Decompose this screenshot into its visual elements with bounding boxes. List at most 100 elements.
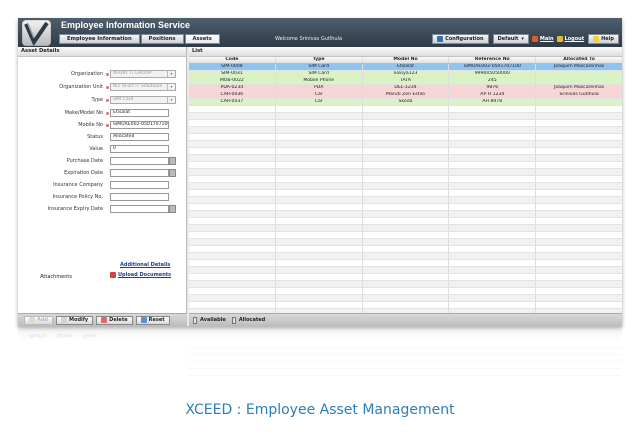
table-row[interactable]: SIM-0031 SIM Card nokiya123 999005050000 [189, 71, 622, 78]
home-icon [531, 36, 538, 42]
empty-cell [536, 232, 622, 238]
table-cell: Maruti Zen Estilo [363, 92, 450, 98]
chevron-down-icon: ▾ [167, 71, 175, 77]
empty-cell [189, 204, 276, 210]
empty-cell [449, 302, 537, 308]
field-input[interactable]: Allocated [110, 133, 169, 141]
reset-icon [140, 317, 147, 323]
table-cell: nokiya123 [363, 71, 450, 77]
empty-cell [276, 232, 363, 238]
configuration-button[interactable]: Configuration [432, 34, 489, 44]
field-label: Insurance Expiry Date [47, 206, 103, 212]
calendar-icon[interactable] [169, 169, 176, 177]
empty-cell [276, 120, 363, 126]
table-row[interactable]: CAR-0037 Car Skoda AH 8978 [189, 99, 622, 106]
add-button[interactable]: Add [24, 315, 54, 325]
field-input[interactable]: Etisalat [110, 109, 169, 117]
add-icon [29, 317, 35, 323]
calendar-icon[interactable] [169, 205, 176, 213]
additional-details-link[interactable]: Additional Details [120, 262, 171, 268]
field-input[interactable]: SIMUAE002-0501707100 [110, 121, 169, 129]
empty-cell [449, 218, 537, 224]
logout-label: Logout [564, 36, 585, 42]
empty-row [189, 113, 622, 120]
default-select[interactable]: Default ▾ [492, 34, 529, 44]
field-input[interactable] [110, 157, 169, 165]
empty-cell [449, 288, 537, 294]
page-caption: XCEED : Employee Asset Management [185, 402, 455, 418]
configuration-label: Configuration [445, 36, 484, 42]
empty-cell [276, 113, 363, 119]
column-header-allocated-to[interactable]: Allocated To [563, 57, 595, 62]
field-value: XFORT IT GROUP [113, 71, 152, 76]
field-label: Type [91, 97, 103, 103]
empty-cell [276, 148, 363, 154]
empty-cell [276, 246, 363, 252]
empty-cell [536, 134, 622, 140]
reflection-delete: Delete [56, 332, 74, 338]
empty-row [189, 288, 622, 295]
field-input[interactable] [110, 205, 169, 213]
help-button[interactable]: Help [588, 34, 619, 44]
empty-cell [276, 211, 363, 217]
empty-cell [363, 169, 450, 175]
empty-row [189, 267, 622, 274]
empty-cell [276, 176, 363, 182]
empty-cell [536, 260, 622, 266]
column-header-reference-no[interactable]: Reference No [449, 57, 537, 63]
main-link[interactable]: Main [531, 36, 554, 42]
field-input[interactable]: 0 [110, 145, 169, 153]
empty-cell [189, 155, 276, 161]
field-input[interactable] [110, 193, 169, 201]
form-row: Expiration Date [18, 169, 187, 178]
column-header-model-no[interactable]: Model No [363, 57, 450, 63]
column-header-code[interactable]: Code [189, 57, 276, 63]
empty-cell [536, 239, 622, 245]
field-value: Nic XFort IT Solutions [113, 84, 163, 89]
logout-link[interactable]: Logout [556, 36, 585, 42]
table-row[interactable]: PDA-0234 PDA DEL-1234 9876 Joaquim Mascarenh… [189, 85, 622, 92]
table-cell: Car [276, 99, 363, 105]
field-input[interactable] [110, 181, 169, 189]
table-cell: CAR-0036 [189, 92, 276, 98]
table-cell: TATA [363, 78, 450, 84]
table-cell: 9876 [449, 85, 537, 91]
required-marker [106, 99, 109, 102]
chevron-down-icon: ▾ [167, 97, 175, 103]
empty-cell [449, 309, 537, 313]
available-swatch [193, 316, 197, 324]
tab-assets[interactable]: Assets [184, 34, 220, 44]
help-label: Help [601, 36, 614, 42]
field-input[interactable] [110, 169, 169, 177]
empty-row [189, 106, 622, 113]
reset-button[interactable]: Reset [135, 315, 170, 325]
tab-employee-information[interactable]: Employee Information [59, 34, 140, 44]
field-select[interactable]: XFORT IT GROUP ▾ [110, 70, 176, 78]
empty-cell [276, 225, 363, 231]
field-select[interactable]: SIM Card ▾ [110, 96, 176, 104]
empty-cell [276, 281, 363, 287]
table-cell: Joaquim Mascarenhas [553, 85, 605, 90]
form-row: Mobile No SIMUAE002-0501707100 [18, 121, 187, 130]
tab-positions[interactable]: Positions [140, 34, 184, 44]
field-select[interactable]: Nic XFort IT Solutions ▾ [110, 83, 176, 91]
delete-button[interactable]: Delete [96, 315, 133, 325]
upload-documents-link[interactable]: Upload Documents [110, 272, 171, 278]
table-row[interactable]: SIM-0008 SIM Card Etisalat SIMUAE002-050170… [189, 64, 622, 71]
empty-cell [276, 155, 363, 161]
table-cell: CAR-0037 [189, 99, 276, 105]
table-header-row: Code Type Model No Reference No Allocate… [189, 57, 622, 64]
field-value: 0 [113, 146, 116, 151]
form-row: Make/Model No Etisalat [18, 109, 187, 118]
modify-button[interactable]: Modify [56, 315, 94, 325]
allocated-swatch [231, 316, 236, 324]
column-header-type[interactable]: Type [276, 57, 363, 63]
form-row: Insurance Policy No. [18, 193, 187, 202]
table-row[interactable]: MOB-0022 Mobile Phone TATA 245 [189, 78, 622, 85]
empty-cell [536, 253, 622, 259]
table-row[interactable]: CAR-0036 Car Maruti Zen Estilo AP H 1234 Sri… [189, 92, 622, 99]
field-value: SIM Card [113, 97, 134, 102]
empty-cell [189, 295, 276, 301]
calendar-icon[interactable] [169, 157, 176, 165]
empty-cell [363, 176, 450, 182]
